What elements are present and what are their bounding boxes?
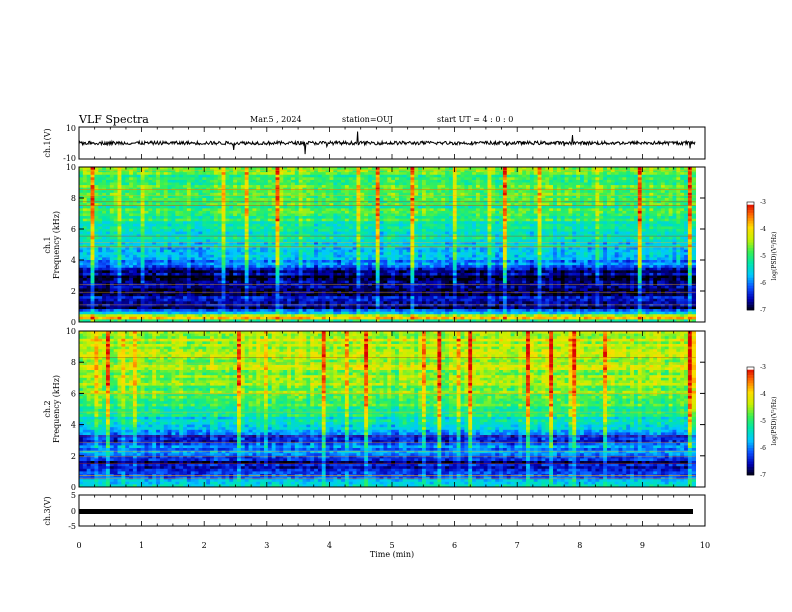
x-tick-label: 1 <box>139 541 144 550</box>
ch2-colorbar-tick-label: -4 <box>760 391 766 398</box>
x-tick-label: 8 <box>577 541 582 550</box>
x-tick-label: 2 <box>202 541 207 550</box>
ch2-frequency-label: Frequency (kHz) <box>52 375 61 443</box>
ch1-spectrogram-ylabel: ch.1 <box>43 236 52 253</box>
x-tick-label: 9 <box>640 541 645 550</box>
x-axis-label: Time (min) <box>370 550 414 559</box>
ch1-waveform-ytick-label: -10 <box>63 154 76 163</box>
ch2-spectrogram-ylabel: ch.2 <box>43 400 52 417</box>
start-time-label: start UT = 4 : 0 : 0 <box>437 115 513 124</box>
ch3-waveform-ytick-label: 0 <box>71 507 76 516</box>
ch1-spectrogram-ytick-label: 10 <box>66 163 76 172</box>
x-tick-label: 6 <box>452 541 457 550</box>
x-tick-label: 5 <box>389 541 394 550</box>
ch2-colorbar-frame <box>746 366 755 476</box>
figure-title: VLF Spectra <box>78 113 149 126</box>
ch2-colorbar-tick-label: -6 <box>760 445 766 452</box>
x-tick-label: 7 <box>515 541 520 550</box>
ch2-spectrogram-ytick-label: 0 <box>71 483 76 492</box>
ch2-spectrogram-panel: 0 2 4 6 8 10 <box>66 327 706 492</box>
ch1-colorbar-label: log(PSD)(V²/Hz) <box>771 232 778 281</box>
ch1-waveform-ylabel: ch.1(V) <box>43 128 52 157</box>
ch2-spectrogram-ytick-label: 8 <box>71 358 76 367</box>
ch1-waveform-ytick-label: 10 <box>66 124 76 133</box>
ch2-spectrogram-ytick-label: 4 <box>71 421 76 430</box>
ch1-colorbar-frame <box>746 201 755 311</box>
ch1-spectrogram-ytick-label: 0 <box>71 318 76 327</box>
ch1-frequency-label: Frequency (kHz) <box>52 211 61 279</box>
ch2-spectrogram-image <box>79 331 705 488</box>
station-label: station=OUJ <box>342 115 393 124</box>
date-label: Mar.5 , 2024 <box>250 115 302 124</box>
ch3-waveform-ytick-label: 5 <box>71 491 76 500</box>
ch1-colorbar-tick-label: -3 <box>760 199 766 206</box>
ch2-colorbar-tick-label: -7 <box>760 472 766 479</box>
ch1-colorbar-tick-label: -7 <box>760 307 766 314</box>
ch1-spectrogram-panel: 0 2 4 6 8 10 <box>66 163 706 327</box>
ch2-spectrogram-ytick-label: 10 <box>66 327 76 336</box>
ch2-spectrogram-ytick-label: 6 <box>71 389 76 398</box>
ch2-colorbar-tick-label: -5 <box>760 418 766 425</box>
x-tick-label: 0 <box>76 541 81 550</box>
ch2-spectrogram-ytick-label: 2 <box>71 452 76 461</box>
ch1-spectrogram-image <box>79 167 705 323</box>
ch3-waveform-panel: 5 0 -5 <box>68 491 706 531</box>
ch3-waveform-ytick-label: -5 <box>68 522 76 531</box>
ch1-spectrogram-ytick-label: 6 <box>71 225 76 234</box>
ch2-colorbar: -3 -4 -5 -6 -7 log(PSD)(V²/Hz) <box>746 364 778 479</box>
ch1-colorbar: -3 -4 -5 -6 -7 log(PSD)(V²/Hz) <box>746 199 778 314</box>
ch1-spectrogram-ytick-label: 8 <box>71 194 76 203</box>
ch3-waveform-trace <box>79 509 693 514</box>
ch1-waveform-trace <box>78 131 696 155</box>
ch1-spectrogram-ytick-label: 4 <box>71 256 76 265</box>
ch1-spectrogram-ytick-label: 2 <box>71 287 76 296</box>
ch1-colorbar-tick-label: -4 <box>760 226 766 233</box>
x-tick-label: 3 <box>264 541 269 550</box>
ch1-colorbar-tick-label: -6 <box>760 280 766 287</box>
ch2-colorbar-tick-label: -3 <box>760 364 766 371</box>
x-tick-label: 10 <box>700 541 710 550</box>
x-tick-label: 4 <box>327 541 332 550</box>
ch1-waveform-panel: 10 -10 <box>63 124 706 163</box>
ch2-colorbar-label: log(PSD)(V²/Hz) <box>771 397 778 446</box>
x-axis-ticks: 0 1 2 3 4 5 6 7 8 9 10 <box>76 127 710 550</box>
ch1-colorbar-tick-label: -5 <box>760 253 766 260</box>
ch3-waveform-ylabel: ch.3(V) <box>43 496 52 525</box>
